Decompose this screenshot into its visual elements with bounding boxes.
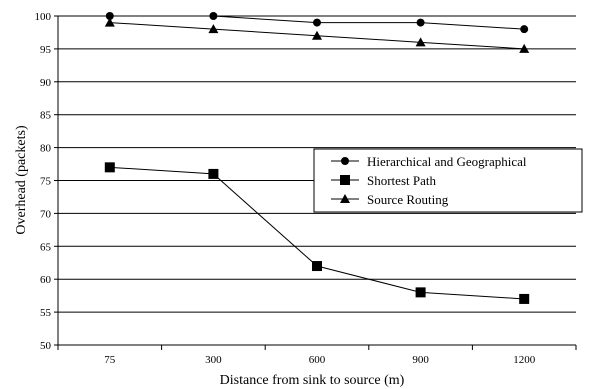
data-point-hierarchical-and-geographical: [520, 25, 529, 34]
data-point-hierarchical-and-geographical: [416, 18, 425, 27]
y-tick-label: 90: [40, 77, 52, 89]
axes: [54, 15, 577, 350]
data-point-shortest-path: [519, 293, 530, 304]
x-tick-label: 900: [412, 354, 429, 366]
x-axis-label: Distance from sink to source (m): [220, 373, 405, 388]
series-hierarchical-and-geographical: [105, 12, 529, 34]
series-shortest-path: [104, 162, 530, 304]
data-point-shortest-path: [208, 168, 219, 179]
legend-label: Source Routing: [367, 192, 449, 207]
y-tick-label: 60: [40, 274, 52, 286]
legend-marker-square: [340, 175, 350, 185]
data-point-source-routing: [415, 37, 426, 47]
data-point-source-routing: [104, 17, 115, 27]
data-point-hierarchical-and-geographical: [209, 12, 218, 20]
data-point-hierarchical-and-geographical: [105, 12, 114, 20]
y-tick-label: 50: [40, 340, 52, 352]
y-tick-label: 65: [40, 241, 52, 253]
legend: Hierarchical and Geographical Shortest Pa…: [313, 148, 583, 213]
y-tick-label: 55: [40, 307, 52, 319]
legend-label: Hierarchical and Geographical: [367, 154, 527, 169]
data-point-shortest-path: [415, 287, 426, 298]
x-tick-label: 1200: [513, 354, 536, 366]
y-tick-label: 75: [40, 176, 52, 188]
y-tick-label: 70: [40, 208, 52, 220]
series-group: [104, 12, 530, 304]
y-tick-label: 100: [35, 11, 52, 23]
y-axis-label: Overhead (packets): [14, 125, 29, 235]
x-tick-label: 75: [104, 354, 116, 366]
y-tick-label: 80: [40, 143, 52, 155]
data-point-shortest-path: [312, 261, 322, 272]
y-tick-label: 95: [40, 44, 52, 56]
legend-marker-circle: [341, 157, 349, 165]
x-tick-label: 600: [309, 354, 326, 366]
y-tick-label: 85: [40, 110, 52, 122]
data-point-hierarchical-and-geographical: [313, 18, 321, 27]
legend-marker-triangle: [340, 194, 350, 203]
data-point-shortest-path: [104, 162, 115, 173]
series-source-routing: [104, 17, 530, 53]
x-tick-label: 300: [205, 354, 222, 366]
data-point-source-routing: [519, 43, 530, 53]
data-point-source-routing: [312, 30, 322, 40]
data-point-source-routing: [208, 24, 219, 34]
tick-labels: 50 55 60 65 70 75 80 85 90 95 100 75 300 600 900 1200: [35, 11, 536, 366]
legend-label: Shortest Path: [367, 173, 436, 188]
